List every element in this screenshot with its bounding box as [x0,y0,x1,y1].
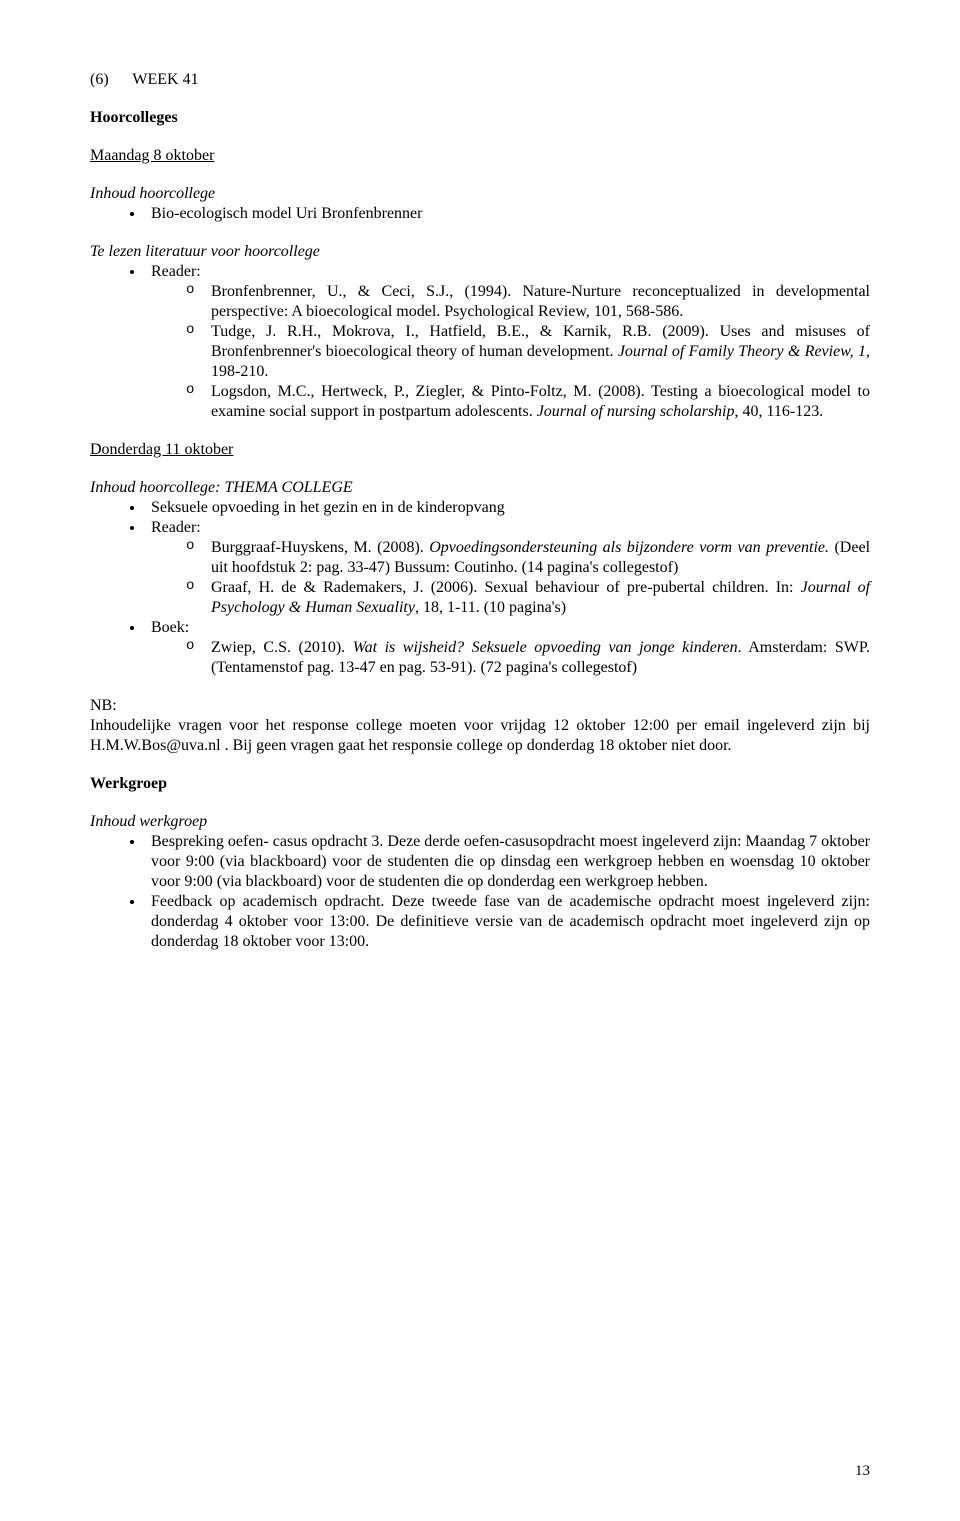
inhoud-hoorcollege-label: Inhoud hoorcollege [90,184,870,204]
week-label: (6) WEEK 41 [90,70,870,90]
nb-text: Inhoudelijke vragen voor het response co… [90,716,870,756]
ref-graaf-2006: Graaf, H. de & Rademakers, J. (2006). Se… [186,578,870,618]
bullet-seksuele-opvoeding: Seksuele opvoeding in het gezin en in de… [145,498,870,518]
ref-logsdon-2008: Logsdon, M.C., Hertweck, P., Ziegler, & … [186,382,870,422]
ref-tudge-journal: Journal of Family Theory & Review, 1 [618,343,866,360]
ref-logsdon-text-b: , 40, 116-123. [735,403,824,420]
maandag-date: Maandag 8 oktober [90,146,870,166]
bullet-bio-model: Bio-ecologisch model Uri Bronfenbrenner [145,204,870,224]
boek-label: Boek: Zwiep, C.S. (2010). Wat is wijshei… [145,618,870,678]
reader-label: Reader: Bronfenbrenner, U., & Ceci, S.J.… [145,262,870,422]
reader-text-2: Reader: [151,519,201,536]
ref-burggraaf-title: Opvoedingsondersteuning als bijzondere v… [429,539,829,556]
ref-zwiep-title: Wat is wijsheid? Seksuele opvoeding van … [353,639,738,656]
te-lezen-label: Te lezen literatuur voor hoorcollege [90,242,870,262]
ref-graaf-b: , 18, 1-11. (10 pagina's) [415,599,566,616]
hoorcolleges-heading: Hoorcolleges [90,108,870,128]
werkgroep-heading: Werkgroep [90,774,870,794]
ref-zwiep-2010: Zwiep, C.S. (2010). Wat is wijsheid? Sek… [186,638,870,678]
werkgroep-bullet-2: Feedback op academisch opdracht. Deze tw… [145,892,870,952]
ref-logsdon-journal: Journal of nursing scholarship [537,403,735,420]
ref-burggraaf-a: Burggraaf-Huyskens, M. (2008). [211,539,429,556]
inhoud-werkgroep-label: Inhoud werkgroep [90,812,870,832]
nb-label: NB: [90,696,870,716]
ref-zwiep-a: Zwiep, C.S. (2010). [211,639,353,656]
werkgroep-bullet-1: Bespreking oefen- casus opdracht 3. Deze… [145,832,870,892]
donderdag-date: Donderdag 11 oktober [90,440,870,460]
reader-text: Reader: [151,263,201,280]
page-number: 13 [855,1462,870,1481]
ref-burggraaf-2008: Burggraaf-Huyskens, M. (2008). Opvoeding… [186,538,870,578]
boek-text: Boek: [151,619,189,636]
ref-graaf-a: Graaf, H. de & Rademakers, J. (2006). Se… [211,579,801,596]
reader-label-2: Reader: Burggraaf-Huyskens, M. (2008). O… [145,518,870,618]
ref-tudge-2009: Tudge, J. R.H., Mokrova, I., Hatfield, B… [186,322,870,382]
ref-bronfenbrenner-1994: Bronfenbrenner, U., & Ceci, S.J., (1994)… [186,282,870,322]
thema-college-label: Inhoud hoorcollege: THEMA COLLEGE [90,478,870,498]
